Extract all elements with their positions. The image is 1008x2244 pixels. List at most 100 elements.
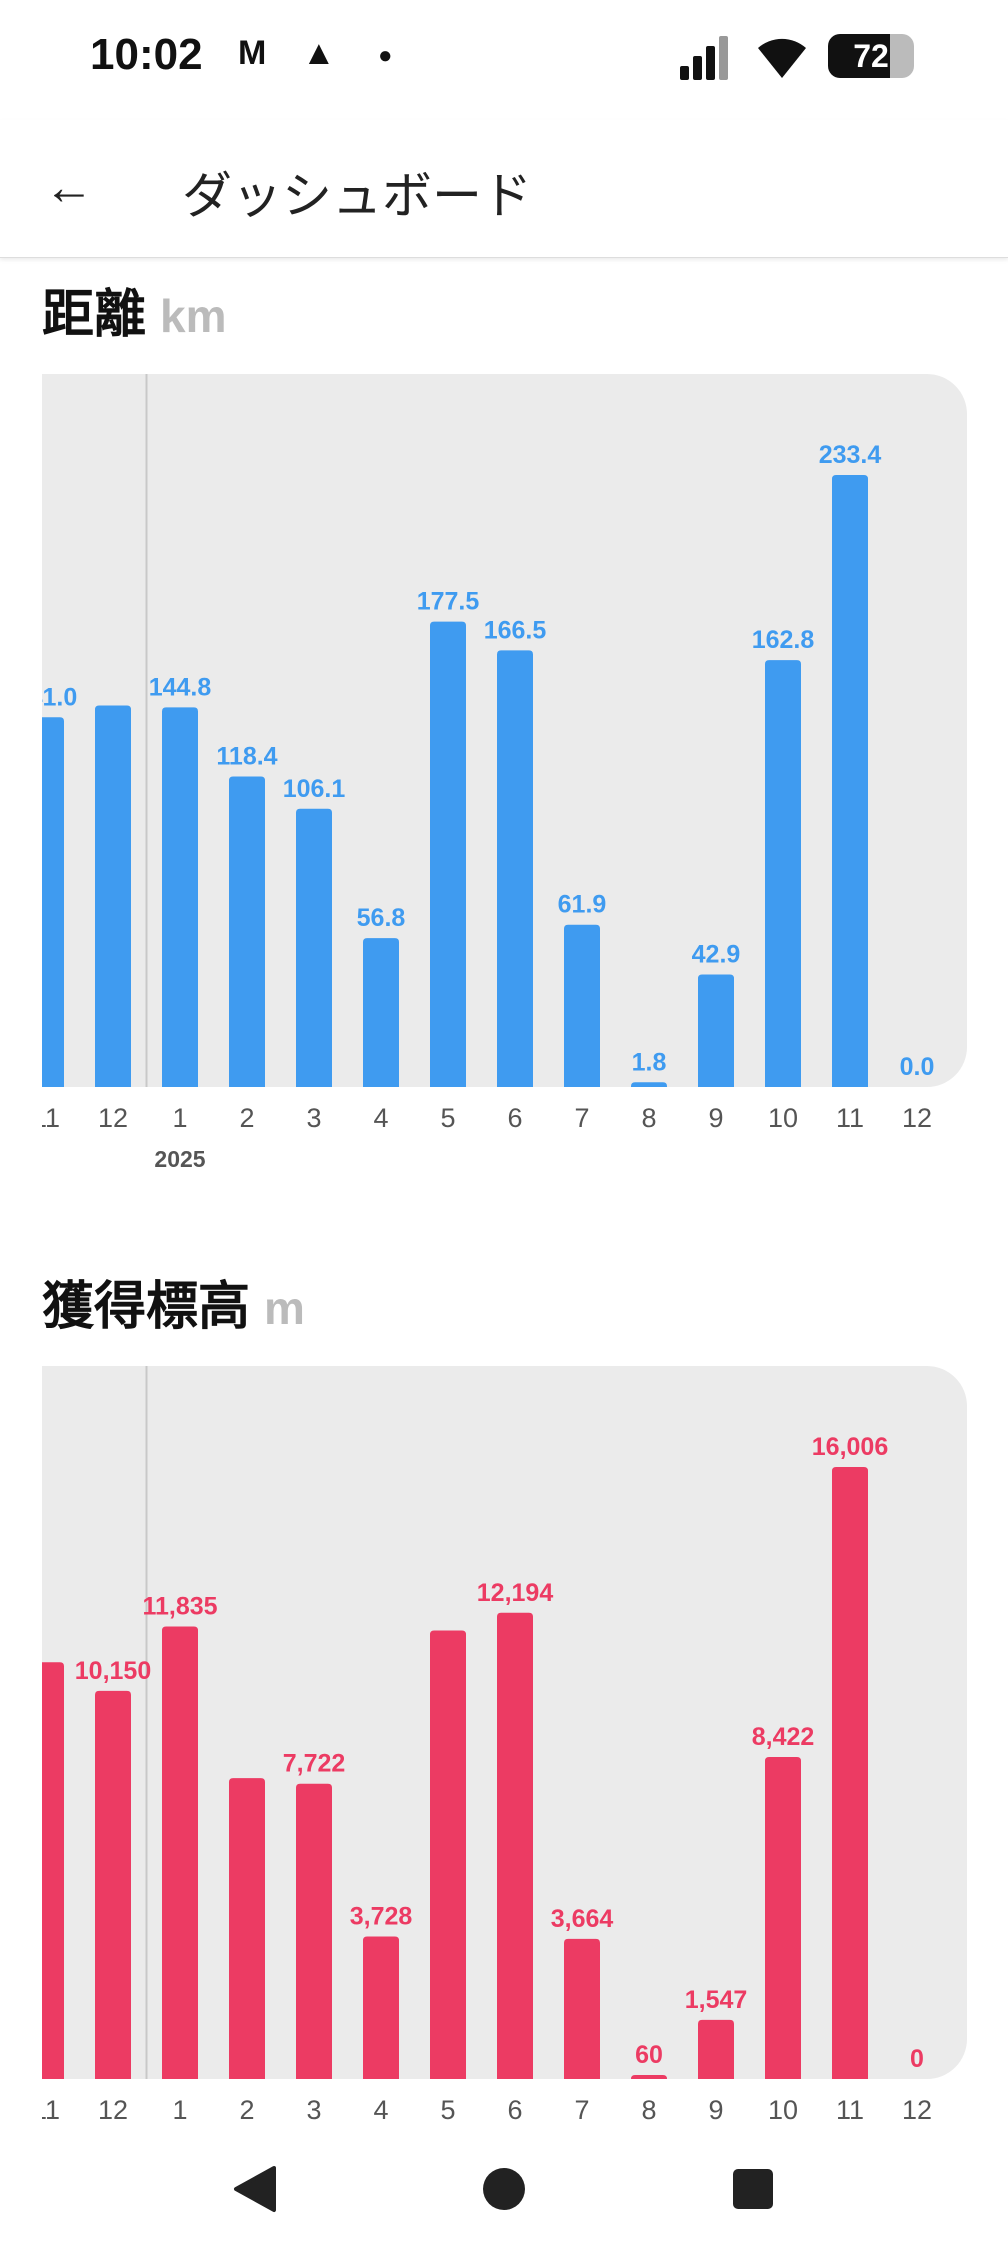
elevation-month-label: 10	[768, 2095, 798, 2125]
elevation-value-label: 11,835	[142, 1592, 217, 1620]
distance-month-label: 11	[836, 1103, 864, 1133]
elevation-bar[interactable]	[162, 1626, 198, 2079]
elevation-value-label: 0	[910, 2045, 924, 2073]
distance-bar[interactable]	[162, 707, 198, 1087]
elevation-bar[interactable]	[631, 2075, 667, 2079]
status-bar: 10:02 M ▲ ● 72	[0, 0, 1008, 120]
distance-month-label: 5	[440, 1103, 455, 1133]
elevation-month-label: 12	[98, 2095, 128, 2125]
battery-indicator: 72	[828, 34, 914, 78]
elevation-bar[interactable]	[698, 2019, 734, 2079]
distance-bar[interactable]	[832, 475, 868, 1087]
elevation-unit: m	[264, 1282, 305, 1334]
distance-month-label: 11	[32, 1103, 60, 1133]
distance-unit: km	[160, 290, 227, 342]
elevation-value-label: 12,194	[477, 1579, 554, 1607]
back-arrow-icon[interactable]: ←	[44, 159, 94, 215]
elevation-value-label: 1,547	[685, 1986, 748, 2014]
elevation-month-label: 1	[172, 2095, 187, 2125]
distance-bar[interactable]	[95, 705, 131, 1087]
distance-value-label: 0.0	[900, 1053, 935, 1081]
distance-bar[interactable]	[363, 938, 399, 1087]
distance-bar[interactable]	[296, 808, 332, 1087]
elevation-bar[interactable]	[832, 1467, 868, 2079]
elevation-bar[interactable]	[363, 1936, 399, 2079]
distance-bar[interactable]	[698, 974, 734, 1087]
elevation-month-label: 8	[641, 2095, 656, 2125]
distance-month-label: 8	[641, 1103, 656, 1133]
elevation-value-label: 16,006	[812, 1433, 888, 1461]
distance-value-label: 144.8	[149, 673, 212, 701]
elevation-value-label: 3,664	[551, 1905, 614, 1933]
distance-month-label: 6	[507, 1103, 522, 1133]
gmail-icon: M	[238, 34, 267, 72]
distance-value-label: 118.4	[216, 743, 277, 771]
distance-section-title: 距離 km	[42, 272, 227, 347]
distance-bar[interactable]	[430, 621, 466, 1087]
elevation-value-label: 3,728	[350, 1902, 413, 1930]
distance-month-label: 2	[239, 1103, 254, 1133]
distance-bar[interactable]	[229, 776, 265, 1087]
distance-month-label: 9	[708, 1103, 723, 1133]
distance-month-label: 3	[306, 1103, 321, 1133]
elevation-month-label: 9	[708, 2095, 723, 2125]
drive-icon: ▲	[302, 34, 336, 72]
elevation-month-label: 5	[440, 2095, 455, 2125]
distance-value-label: 233.4	[819, 441, 882, 469]
app-bar: ← ダッシュボード	[0, 120, 1008, 258]
elevation-bar[interactable]	[564, 1938, 600, 2079]
elevation-month-label: 12	[902, 2095, 932, 2125]
distance-value-label: 42.9	[692, 941, 741, 969]
page-title: ダッシュボード	[182, 168, 532, 224]
elevation-month-label: 11	[836, 2095, 864, 2125]
signal-icon	[680, 36, 728, 80]
distance-month-label: 10	[768, 1103, 798, 1133]
elevation-bar[interactable]	[430, 1630, 466, 2079]
distance-value-label: 1.8	[632, 1048, 667, 1076]
year-label: 2025	[154, 1146, 205, 1172]
distance-value-label: 56.8	[357, 904, 406, 932]
distance-bar[interactable]	[564, 924, 600, 1087]
elevation-bar[interactable]	[28, 1662, 64, 2079]
home-circle-icon[interactable]	[481, 2164, 527, 2214]
elevation-month-label: 4	[373, 2095, 388, 2125]
navigation-bar	[0, 2140, 1008, 2244]
elevation-month-label: 11	[32, 2095, 60, 2125]
elevation-section-title: 獲得標高 m	[42, 1264, 305, 1339]
distance-bar[interactable]	[765, 660, 801, 1087]
elevation-month-label: 3	[306, 2095, 321, 2125]
elevation-value-label: 8,422	[752, 1723, 815, 1751]
elevation-title: 獲得標高	[42, 1278, 251, 1336]
distance-bar[interactable]	[497, 650, 533, 1087]
elevation-value-label: 10,150	[75, 1657, 151, 1685]
elevation-month-label: 6	[507, 2095, 522, 2125]
distance-bar[interactable]	[631, 1082, 667, 1087]
distance-value-label: 162.8	[752, 626, 815, 654]
wifi-icon	[758, 38, 806, 78]
distance-value-label: 61.9	[558, 891, 607, 919]
distance-value-label: 106.1	[283, 775, 346, 803]
elevation-month-label: 7	[574, 2095, 589, 2125]
status-time: 10:02	[90, 30, 203, 79]
distance-bar[interactable]	[28, 717, 64, 1087]
distance-month-label: 7	[574, 1103, 589, 1133]
distance-chart: 141.0 11 12 144.8 1 118.4 2 106.1 3 56.8 4 177.5 5 16…	[15, 374, 967, 1172]
elevation-bar[interactable]	[296, 1783, 332, 2079]
distance-value-label: 141.0	[15, 683, 78, 711]
distance-month-label: 4	[373, 1103, 388, 1133]
elevation-bar[interactable]	[497, 1612, 533, 2079]
elevation-bar[interactable]	[765, 1756, 801, 2079]
elevation-value-label: 60	[635, 2041, 663, 2069]
elevation-value-label: 7,722	[283, 1750, 346, 1778]
distance-month-label: 12	[98, 1103, 128, 1133]
elevation-bar[interactable]	[95, 1690, 131, 2079]
distance-month-label: 1	[172, 1103, 187, 1133]
recents-square-icon[interactable]	[730, 2164, 776, 2214]
distance-value-label: 166.5	[484, 616, 547, 644]
distance-value-label: 177.5	[417, 588, 480, 616]
back-triangle-icon[interactable]	[232, 2164, 278, 2214]
elevation-bar[interactable]	[229, 1778, 265, 2079]
elevation-month-label: 2	[239, 2095, 254, 2125]
distance-month-label: 12	[902, 1103, 932, 1133]
